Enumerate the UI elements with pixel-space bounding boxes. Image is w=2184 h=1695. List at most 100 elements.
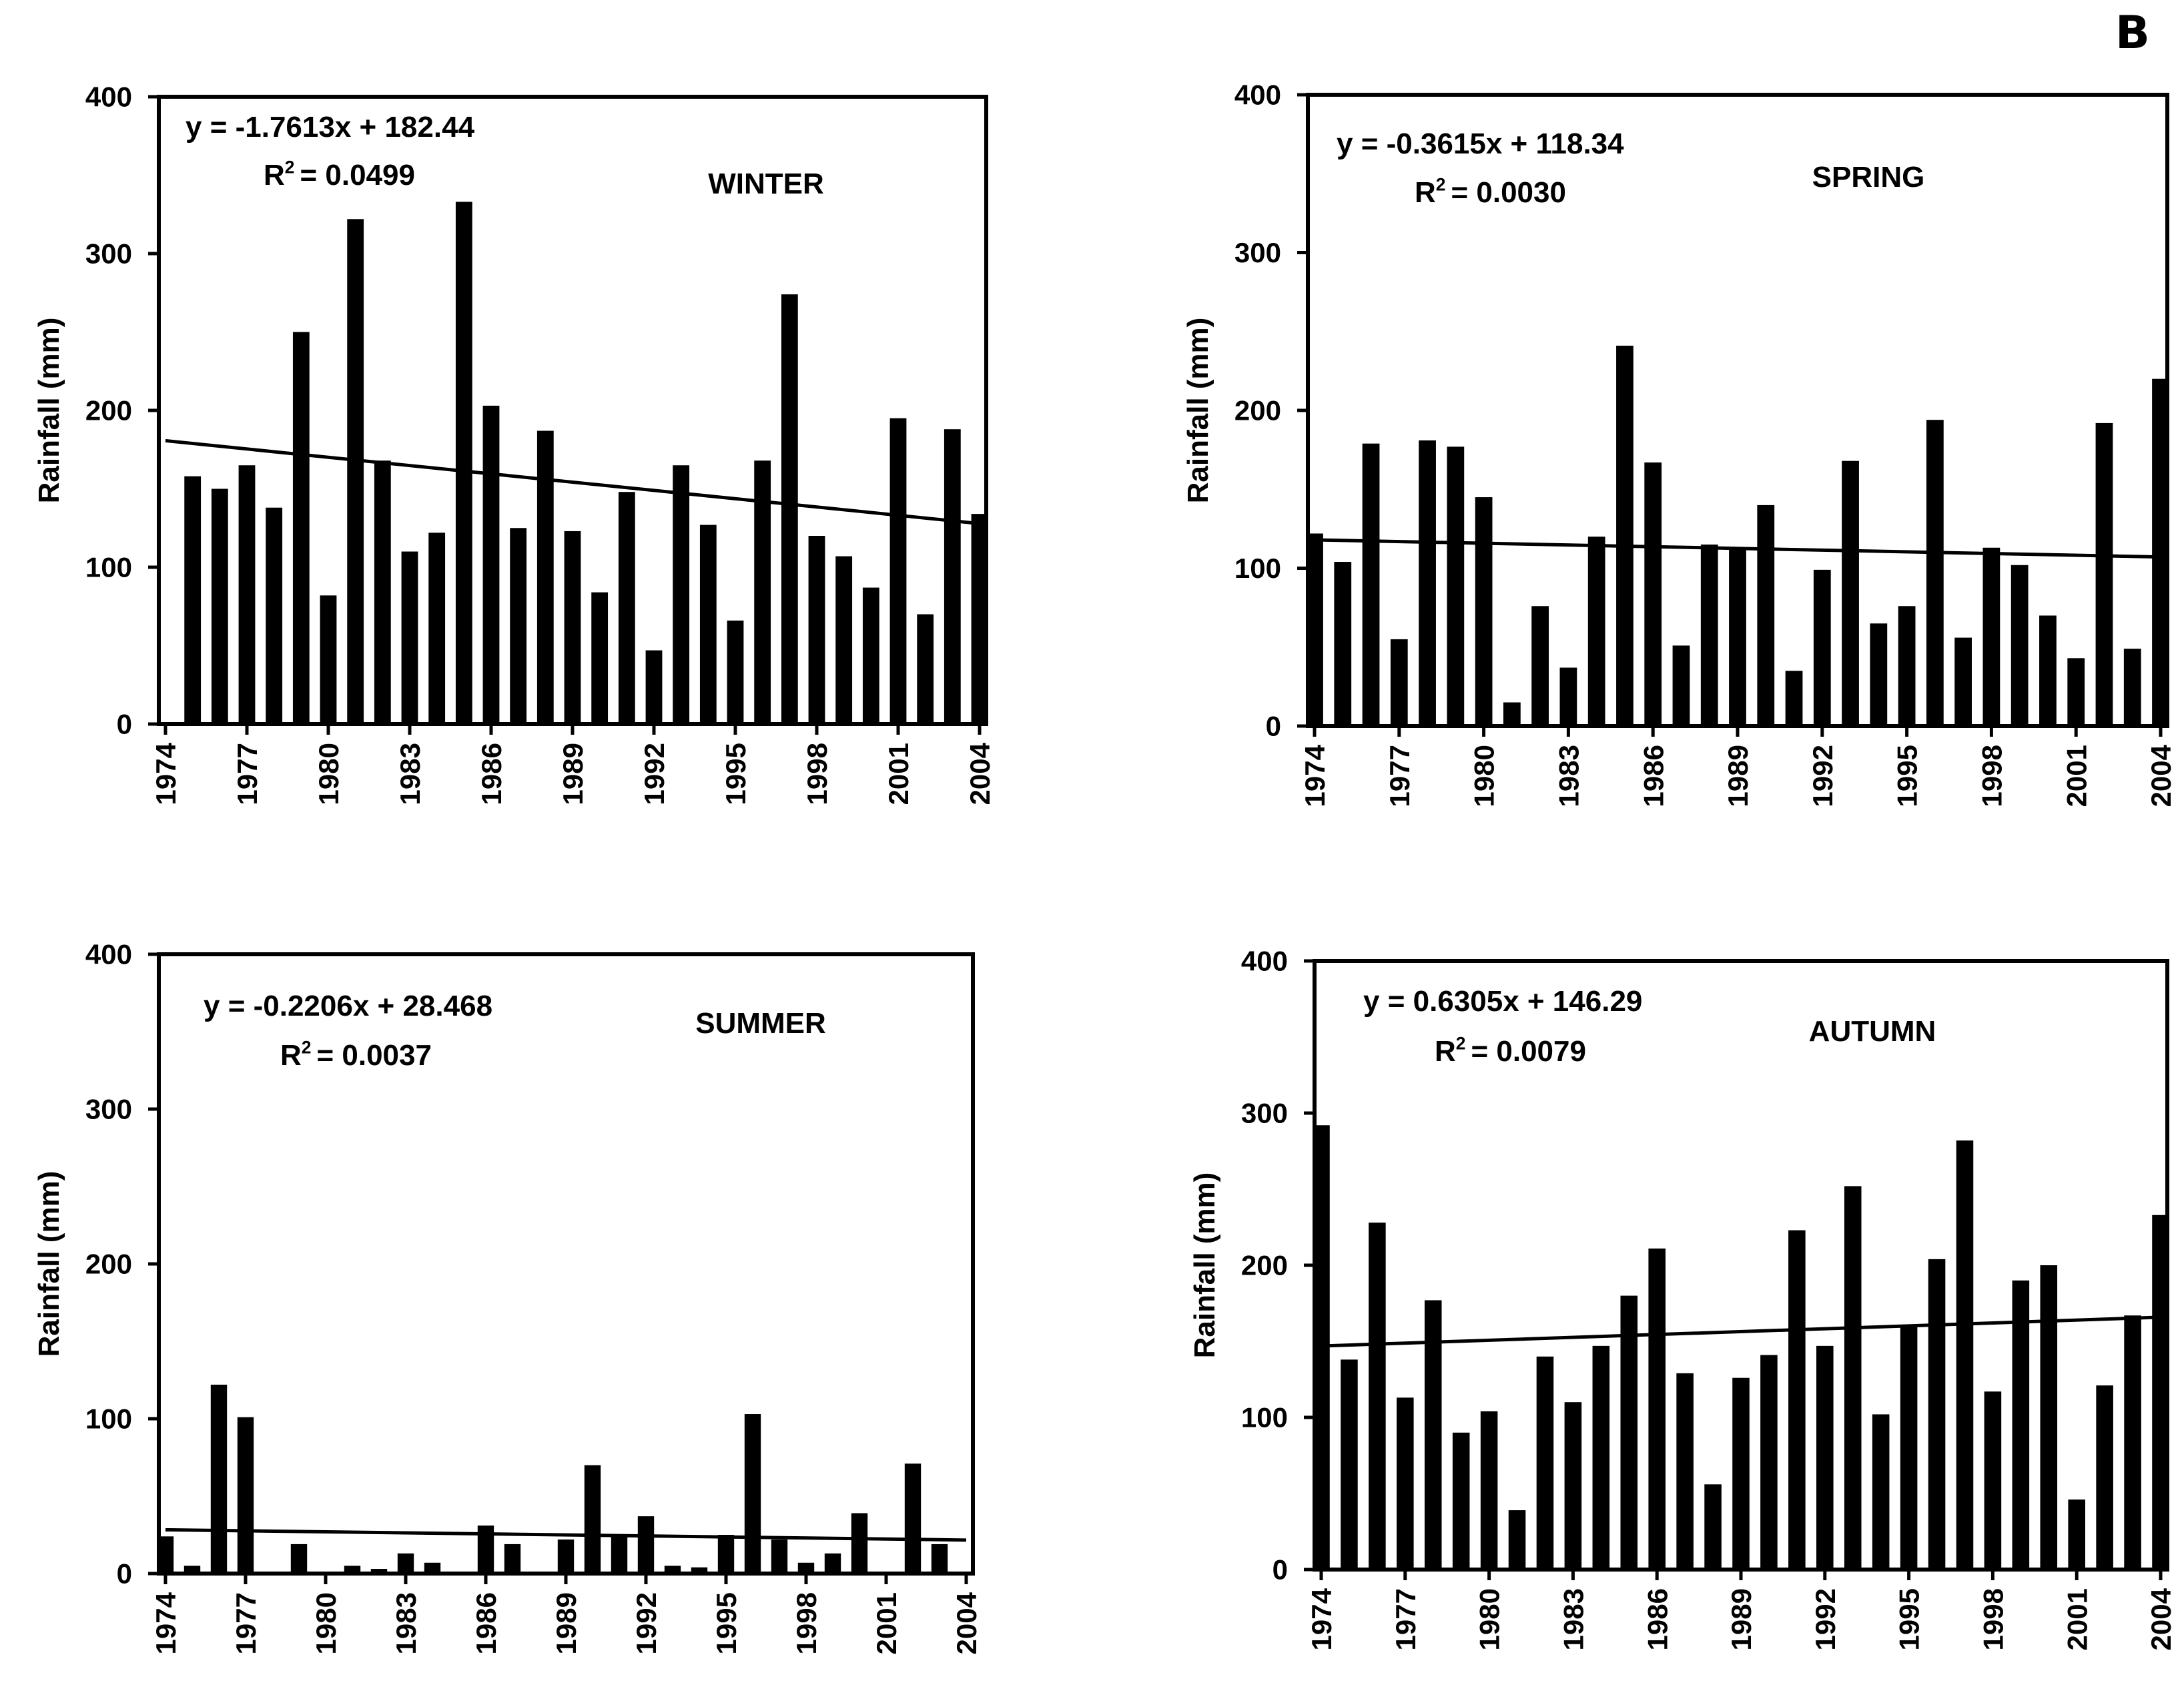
summer-ylabel: Rainfall (mm) <box>33 1171 65 1357</box>
autumn-y-tick-label: 0 <box>1272 1554 1288 1586</box>
winter-x-tick-label: 1986 <box>476 743 507 805</box>
spring-bar <box>1587 537 1605 726</box>
summer-trendline <box>165 1528 967 1542</box>
autumn-bar <box>2096 1385 2113 1570</box>
winter-bar <box>781 294 798 725</box>
autumn-bar <box>1956 1140 1974 1570</box>
winter-bar <box>347 219 364 724</box>
autumn-bar <box>1788 1230 1806 1570</box>
summer-x-tick-label: 2001 <box>871 1592 902 1654</box>
summer-bar <box>744 1414 761 1574</box>
winter-equation: y = -1.7613x + 182.44 <box>186 111 475 143</box>
spring-bar <box>1898 606 1916 726</box>
autumn-x-tick-label: 1989 <box>1726 1588 1757 1650</box>
spring-bar <box>1447 446 1465 726</box>
winter-bar <box>510 528 527 724</box>
summer-bar <box>557 1539 575 1574</box>
winter-bar <box>564 531 581 724</box>
winter-r-squared: R2 = 0.0499 <box>264 157 415 192</box>
autumn-y-tick-label: 100 <box>1241 1402 1288 1433</box>
autumn-bar <box>2040 1265 2058 1570</box>
summer-x-tick-label: 1974 <box>150 1592 181 1654</box>
panel-label: B <box>2115 7 2150 59</box>
winter-bar <box>401 551 418 724</box>
spring-x-tick-label: 1983 <box>1553 745 1585 807</box>
autumn-y-tick-label: 400 <box>1241 946 1288 977</box>
winter-x-tick-label: 1980 <box>313 743 344 805</box>
winter-bar <box>211 488 228 724</box>
winter-bar <box>944 429 961 724</box>
summer-bar <box>931 1544 948 1574</box>
winter-bar <box>292 332 310 724</box>
summer-y-tick-label: 200 <box>85 1249 132 1280</box>
spring-trendline <box>1314 538 2161 559</box>
autumn-x-tick-label: 1995 <box>1894 1588 1925 1650</box>
summer-bar <box>584 1465 601 1574</box>
winter-y-tick-label: 400 <box>85 81 132 113</box>
autumn-x-tick-label: 1974 <box>1306 1588 1337 1650</box>
autumn-bar <box>1369 1223 1386 1570</box>
spring-bar <box>1729 549 1746 726</box>
autumn-bar <box>2124 1315 2141 1570</box>
winter-x-tick-label: 1989 <box>557 743 589 805</box>
autumn-bar <box>1676 1373 1694 1570</box>
autumn-bar <box>1984 1391 2002 1570</box>
spring-bar <box>1362 443 1380 726</box>
winter-bar <box>618 492 635 724</box>
spring-x-tick-label: 1992 <box>1807 745 1838 807</box>
autumn-bar <box>1341 1359 1358 1570</box>
summer-bar <box>691 1567 708 1574</box>
spring-bar <box>1785 671 1803 726</box>
summer-x-tick-label: 1986 <box>470 1592 502 1654</box>
summer-x-tick-label: 1995 <box>711 1592 742 1654</box>
winter-bar <box>184 476 202 724</box>
autumn-r-squared: R2 = 0.0079 <box>1435 1033 1586 1068</box>
summer-bar <box>904 1463 922 1574</box>
spring-bar <box>1390 639 1408 726</box>
summer-y-tick-label: 0 <box>117 1558 132 1590</box>
winter-bar <box>645 650 663 724</box>
winter-y-tick-label: 200 <box>85 395 132 426</box>
summer-bar <box>237 1417 254 1574</box>
summer-r-squared: R2 = 0.0037 <box>280 1037 432 1072</box>
summer-y-tick-label: 300 <box>85 1094 132 1125</box>
spring-bar <box>1842 460 1859 726</box>
winter-bar <box>482 405 500 724</box>
winter-bar <box>536 430 554 724</box>
autumn-bar <box>1620 1295 1638 1570</box>
spring-x-tick-label: 2004 <box>2145 744 2177 807</box>
winter-trendline <box>165 438 980 526</box>
spring-bar <box>1475 497 1493 726</box>
spring-bar <box>1334 562 1352 726</box>
autumn-ylabel: Rainfall (mm) <box>1188 1172 1221 1359</box>
autumn-bar <box>1424 1300 1442 1570</box>
autumn-bar <box>1648 1248 1666 1570</box>
autumn-bar <box>1536 1356 1554 1570</box>
autumn-x-tick-label: 2004 <box>2145 1588 2177 1650</box>
spring-x-tick-label: 1977 <box>1384 745 1415 807</box>
winter-bar <box>754 460 771 724</box>
winter-x-tick-label: 1974 <box>150 742 181 805</box>
autumn-bar <box>1732 1377 1750 1570</box>
spring-bar <box>1813 569 1831 726</box>
summer-bar <box>637 1516 655 1574</box>
spring-bar <box>2011 565 2029 726</box>
summer-bar <box>184 1566 201 1574</box>
winter-y-tick-label: 100 <box>85 552 132 583</box>
winter-bar <box>889 418 907 724</box>
spring-bar <box>1926 420 1944 726</box>
winter-bar <box>238 465 256 724</box>
summer-bar <box>370 1569 388 1574</box>
winter-bar <box>374 460 391 724</box>
spring-x-tick-label: 1980 <box>1469 745 1500 807</box>
summer-x-tick-label: 1998 <box>791 1592 822 1654</box>
summer-bar <box>210 1384 228 1574</box>
spring-bar <box>1700 545 1718 726</box>
winter-bar <box>727 620 744 724</box>
spring-y-tick-label: 400 <box>1234 79 1281 111</box>
spring-r-squared: R2 = 0.0030 <box>1415 174 1566 209</box>
autumn-x-tick-label: 1992 <box>1810 1588 1841 1650</box>
autumn-x-tick-label: 1998 <box>1978 1588 2009 1650</box>
winter-bar <box>699 525 717 724</box>
summer-bar <box>611 1535 628 1574</box>
